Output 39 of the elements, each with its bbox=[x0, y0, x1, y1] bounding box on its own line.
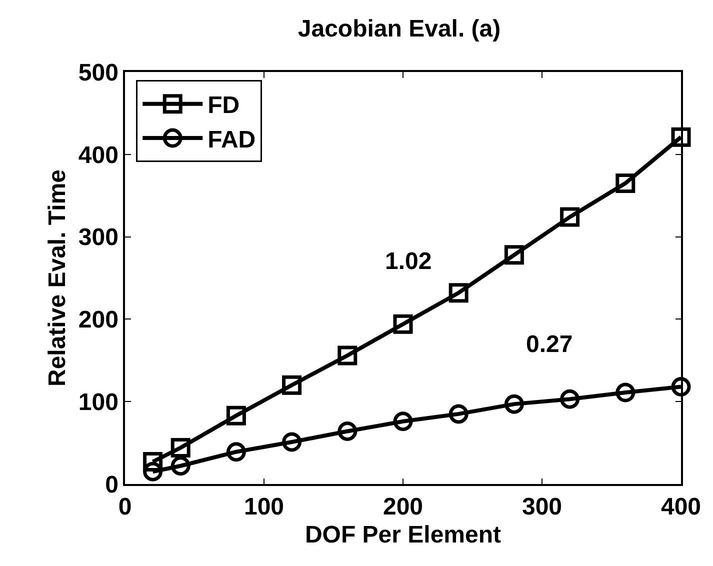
point bbox=[671, 127, 691, 147]
point bbox=[170, 456, 190, 476]
x-tick-label: 100 bbox=[244, 494, 284, 521]
point bbox=[143, 462, 163, 482]
point bbox=[338, 422, 358, 442]
point bbox=[671, 377, 691, 397]
x-tick-label: 300 bbox=[522, 494, 562, 521]
point bbox=[282, 432, 302, 452]
point bbox=[226, 442, 246, 462]
x-tick-label: 200 bbox=[382, 494, 424, 521]
annotation: 1.02 bbox=[385, 248, 432, 275]
point bbox=[170, 438, 190, 458]
point bbox=[448, 404, 468, 424]
point bbox=[504, 245, 524, 265]
point bbox=[504, 394, 524, 414]
point bbox=[560, 207, 580, 227]
y-tick-label: 100 bbox=[78, 389, 118, 416]
x-axis-title: DOF Per Element bbox=[304, 521, 502, 548]
point bbox=[226, 406, 246, 426]
point bbox=[282, 375, 302, 395]
point bbox=[393, 412, 413, 432]
x-tick-label: 400 bbox=[660, 494, 702, 521]
y-tick-label: 0 bbox=[105, 471, 118, 498]
y-tick-label: 500 bbox=[78, 59, 118, 86]
y-tick-label: 200 bbox=[78, 306, 118, 334]
point bbox=[616, 382, 636, 402]
point bbox=[393, 314, 413, 334]
point bbox=[338, 346, 358, 366]
y-tick-label: 400 bbox=[78, 142, 118, 169]
y-axis-title: Relative Eval. Time bbox=[44, 169, 72, 387]
legend-label: FAD bbox=[208, 126, 256, 154]
chart-title: Jacobian Eval. (a) bbox=[298, 16, 501, 43]
point bbox=[448, 283, 468, 303]
point bbox=[143, 452, 163, 472]
y-tick-label: 300 bbox=[78, 224, 118, 252]
legend-label: FD bbox=[208, 92, 240, 120]
point bbox=[560, 389, 580, 409]
point bbox=[616, 173, 636, 193]
annotation: 0.27 bbox=[526, 331, 573, 358]
